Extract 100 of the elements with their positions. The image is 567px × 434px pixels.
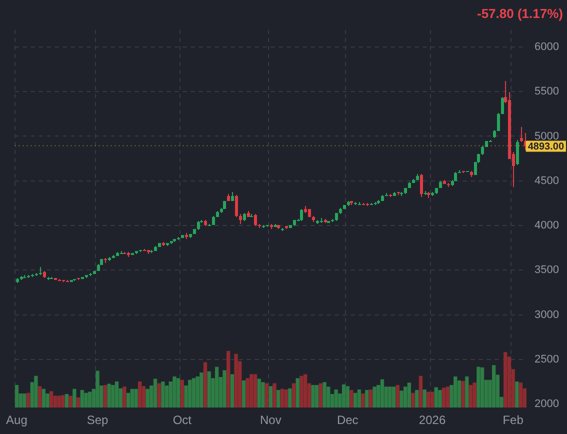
x-tick-label: Aug: [6, 413, 28, 428]
bar: [57, 396, 61, 408]
bar: [480, 367, 484, 408]
bar: [134, 388, 138, 408]
bar: [411, 392, 415, 408]
bar: [157, 383, 161, 408]
bar: [415, 390, 419, 408]
bar: [114, 382, 119, 408]
bar: [430, 392, 434, 408]
x-tick-label: Nov: [260, 413, 282, 428]
bar: [172, 376, 176, 408]
bar: [361, 393, 365, 408]
x-tick-label: Feb: [502, 413, 524, 428]
bar: [426, 392, 430, 408]
bar: [230, 374, 234, 408]
bar: [103, 384, 108, 408]
bar: [442, 388, 446, 408]
bar: [96, 370, 100, 408]
bar: [34, 376, 38, 408]
bar: [504, 352, 508, 408]
bar: [226, 350, 230, 408]
bar: [396, 384, 400, 408]
bar: [64, 394, 69, 408]
bar: [38, 386, 42, 408]
bar: [422, 389, 426, 408]
y-tick-label: 3500: [534, 264, 560, 276]
y-tick-label: 2000: [534, 398, 560, 410]
x-tick-label: Sep: [86, 413, 109, 428]
bar: [46, 393, 50, 408]
bar: [234, 354, 238, 408]
bar: [188, 380, 192, 408]
y-tick-label: 4500: [534, 174, 560, 187]
bar: [346, 386, 350, 408]
bar: [334, 389, 338, 408]
bar: [288, 388, 292, 408]
bar: [42, 388, 46, 408]
bar: [203, 362, 208, 408]
bar: [84, 392, 88, 408]
x-tick-label: Oct: [172, 413, 192, 428]
bar: [130, 388, 134, 408]
text: -57.80 (1.17%): [477, 6, 563, 22]
bar: [176, 378, 180, 408]
bar: [350, 390, 354, 408]
bar: [200, 372, 204, 408]
bar: [392, 386, 396, 408]
bar: [353, 392, 358, 408]
bar: [388, 386, 392, 408]
bar: [380, 379, 384, 408]
ref-line-label: 4893.00: [528, 142, 564, 153]
bar: [88, 392, 92, 408]
bar: [146, 388, 150, 408]
bar: [26, 392, 30, 408]
bar: [292, 383, 296, 408]
bar: [257, 378, 261, 408]
bar: [400, 390, 404, 408]
bar: [418, 376, 423, 408]
y-tick-label: 5000: [534, 130, 560, 142]
bar: [472, 382, 476, 408]
bar: [465, 376, 469, 408]
bar: [518, 382, 523, 408]
bar: [222, 370, 226, 408]
bar: [454, 376, 458, 408]
bar: [246, 378, 250, 408]
bar: [492, 365, 496, 408]
bar: [122, 386, 126, 408]
bar: [164, 386, 169, 408]
bar: [300, 376, 304, 408]
bar: [261, 382, 265, 408]
bar: [468, 384, 473, 408]
bar: [461, 380, 465, 408]
bar: [368, 389, 373, 408]
bar: [207, 371, 211, 408]
bar: [276, 390, 280, 408]
bar: [161, 382, 165, 408]
bar: [76, 397, 80, 408]
bar: [126, 392, 130, 408]
bar: [107, 384, 111, 408]
bar: [280, 388, 284, 408]
y-tick-label: 2500: [534, 353, 560, 366]
bar: [72, 388, 76, 408]
bar: [250, 374, 254, 408]
bar: [311, 384, 315, 408]
y-tick-label: 3000: [534, 308, 560, 321]
bar: [318, 383, 323, 408]
bar: [446, 386, 450, 408]
bar: [242, 380, 246, 408]
bar: [342, 384, 346, 408]
bar: [303, 374, 308, 408]
bar: [296, 378, 300, 408]
bar: [438, 390, 442, 408]
y-tick-label: 5500: [534, 86, 560, 98]
bar: [192, 378, 196, 408]
bar: [153, 378, 158, 408]
bar: [268, 386, 272, 408]
bar: [372, 386, 376, 408]
bar: [50, 391, 54, 408]
bar: [111, 384, 115, 408]
bar: [315, 384, 319, 408]
bar: [272, 383, 276, 408]
bar: [264, 383, 269, 408]
